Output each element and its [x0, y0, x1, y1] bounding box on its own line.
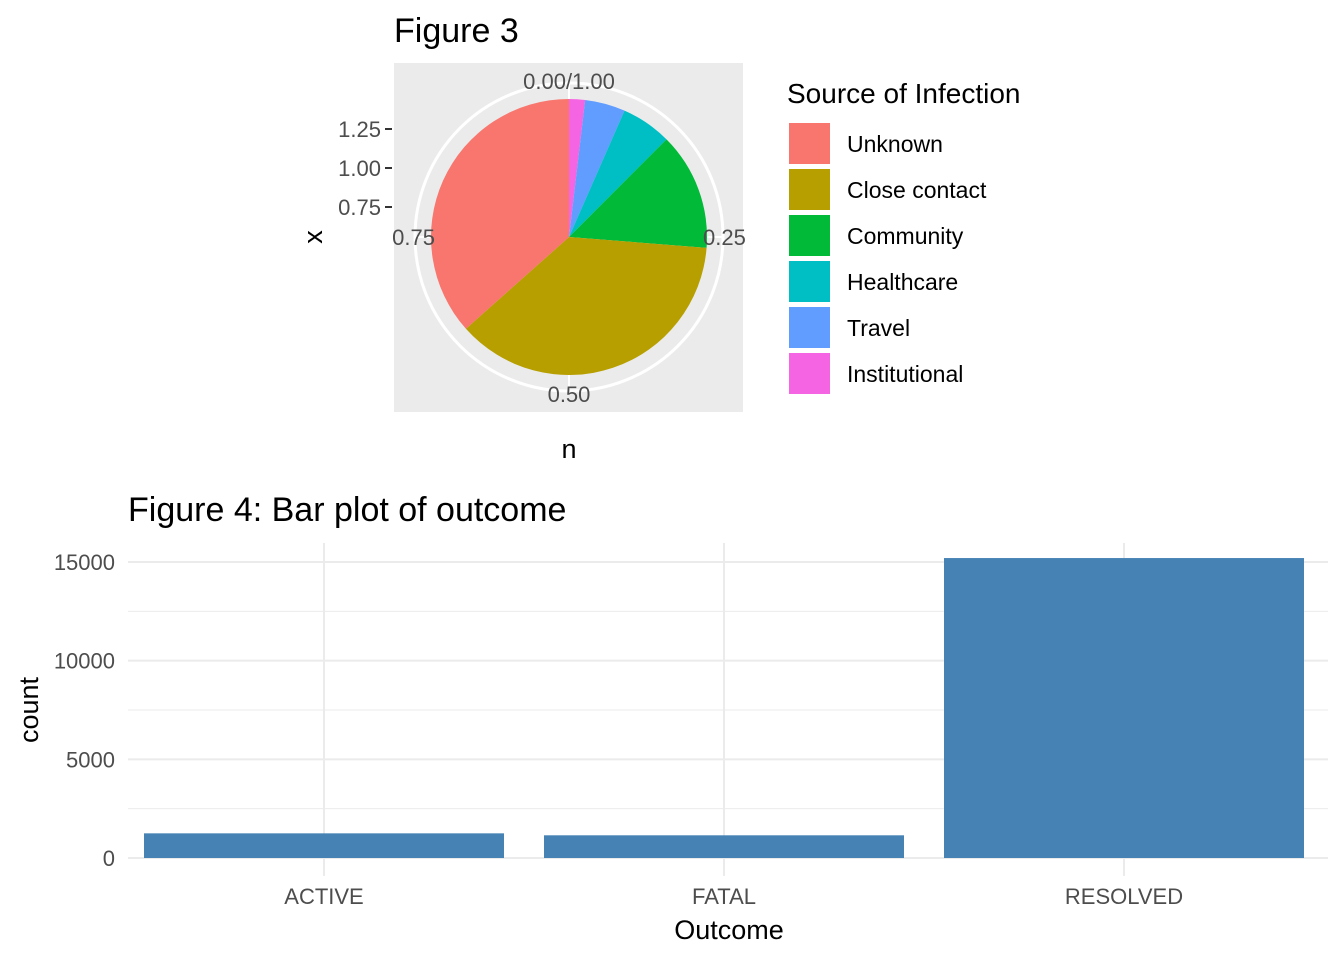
figure-3-pie-chart: Figure 3 0.00/1.00 0.25 0.50 0.75 1.25 1…	[298, 12, 1020, 464]
figure-4-x-tick-label: ACTIVE	[284, 884, 363, 909]
figure-3-y-tick-label: 1.25	[338, 117, 381, 142]
pie-slice-travel	[569, 99, 625, 237]
figure-4-x-axis-title: Outcome	[674, 915, 784, 945]
bar-active	[144, 833, 504, 858]
figure-3-slices	[430, 99, 707, 376]
legend-swatch	[787, 167, 832, 212]
figure-4-bar-chart: Figure 4: Bar plot of outcome 0 5000 10000…	[14, 491, 1328, 945]
legend-label: Travel	[847, 315, 910, 341]
figure-4-bars	[144, 558, 1304, 858]
legend-swatch	[787, 305, 832, 350]
pie-slice-close-contact	[465, 237, 707, 376]
figure-3-y-tick-label: 0.75	[338, 195, 381, 220]
figure-4-x-ticks: ACTIVE FATAL RESOLVED	[284, 884, 1183, 909]
figure-4-y-ticks: 0 5000 10000 15000	[54, 550, 115, 871]
figure-4-y-tick-label: 5000	[66, 747, 115, 772]
figure-4-y-tick-label: 0	[103, 846, 115, 871]
bar-resolved	[944, 558, 1304, 858]
figure-3-angle-tick-left: 0.75	[392, 225, 435, 250]
pie-slice-healthcare	[569, 110, 667, 237]
legend-swatch	[787, 259, 832, 304]
figure-3-title: Figure 3	[394, 12, 519, 50]
figure-4-y-tick-label: 10000	[54, 649, 115, 674]
figure-3-angle-tick-bottom: 0.50	[548, 382, 591, 407]
figure-3-legend-items: Unknown Close contact Community Healthcare T…	[787, 121, 987, 396]
legend-swatch	[787, 351, 832, 396]
legend-label: Community	[847, 223, 964, 249]
bar-fatal	[544, 835, 904, 858]
figure-3-angle-tick-top: 0.00/1.00	[523, 69, 615, 94]
figure-3-legend: Source of Infection Unknown Close contact…	[787, 78, 1020, 396]
figure-4-title: Figure 4: Bar plot of outcome	[128, 491, 566, 529]
figure-3-x-axis-title: n	[561, 434, 576, 464]
figure-4-x-tick-label: FATAL	[692, 884, 756, 909]
pie-slice-community	[569, 139, 707, 248]
legend-swatch	[787, 213, 832, 258]
figure-3-legend-title: Source of Infection	[787, 78, 1020, 109]
figure-3-y-tick-label: 1.00	[338, 156, 381, 181]
figure-4-y-tick-label: 15000	[54, 550, 115, 575]
legend-label: Institutional	[847, 361, 963, 387]
figure-3-y-axis-title: x	[298, 230, 328, 244]
legend-swatch	[787, 121, 832, 166]
figure-3-angle-tick-right: 0.25	[703, 225, 746, 250]
legend-label: Healthcare	[847, 269, 958, 295]
legend-label: Close contact	[847, 177, 987, 203]
figure-4-y-axis-title: count	[14, 676, 44, 743]
pie-slice-institutional	[569, 99, 586, 237]
legend-label: Unknown	[847, 131, 943, 157]
figure-4-x-tick-label: RESOLVED	[1065, 884, 1183, 909]
pie-slice-unknown	[430, 99, 569, 329]
